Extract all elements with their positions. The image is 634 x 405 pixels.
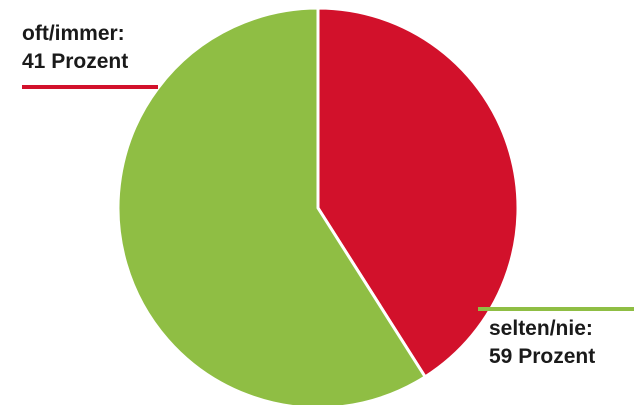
pie-slice-selten-nie <box>116 6 427 405</box>
slice-label-oft-immer: oft/immer: 41 Prozent <box>22 20 128 76</box>
slice-label-selten-nie-category: selten/nie: <box>489 317 593 340</box>
slice-label-oft-immer-value: 41 Prozent <box>22 50 129 73</box>
slice-label-oft-immer-category: oft/immer: <box>22 22 125 45</box>
slice-label-selten-nie: selten/nie: 59 Prozent <box>489 315 595 371</box>
slice-label-selten-nie-value: 59 Prozent <box>489 345 596 368</box>
pie-slices <box>116 6 520 405</box>
